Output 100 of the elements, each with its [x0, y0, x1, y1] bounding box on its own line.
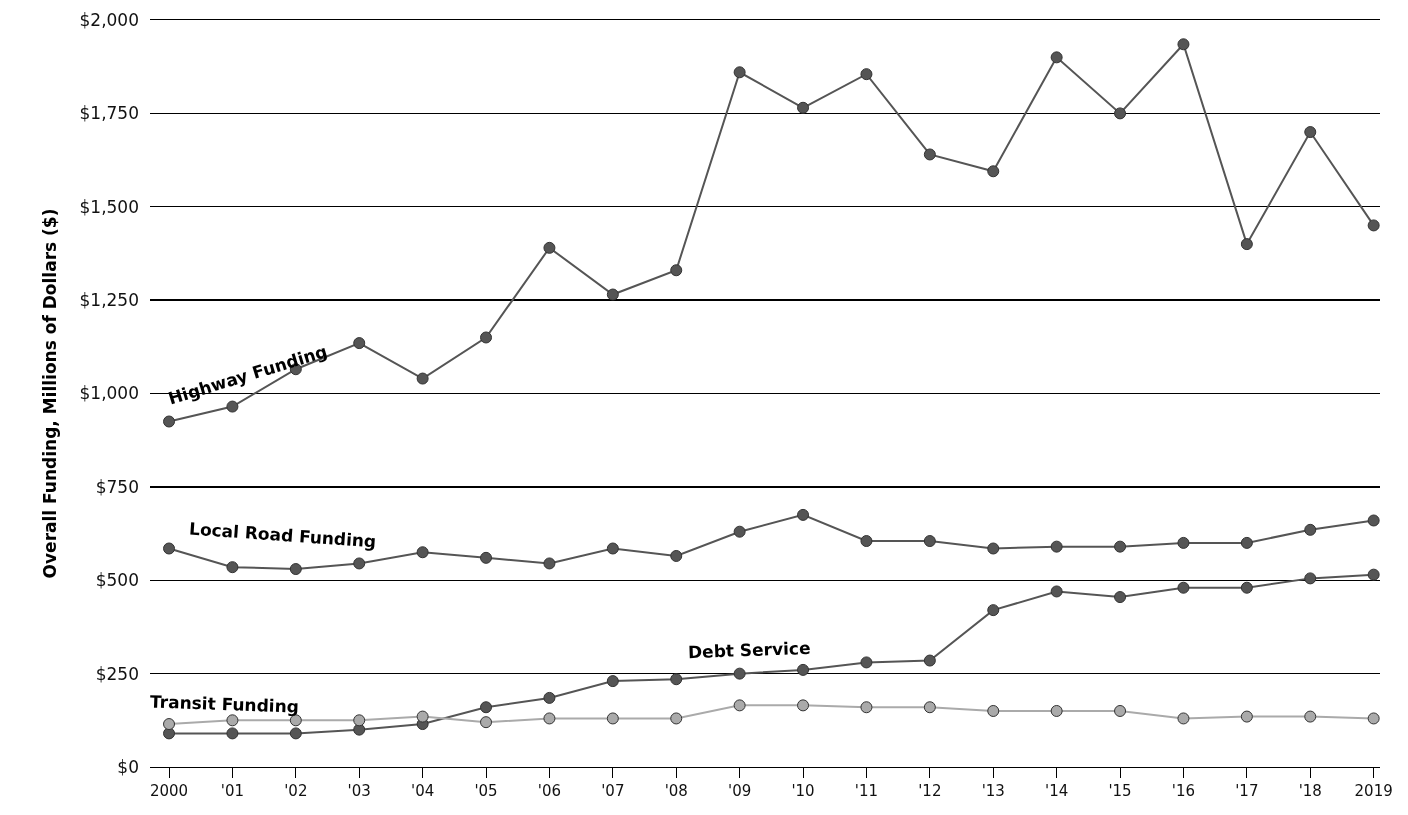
- y-tick-label: $1,000: [79, 383, 139, 404]
- point: [353, 557, 366, 570]
- point: [797, 663, 810, 676]
- point: [226, 561, 239, 574]
- point: [797, 699, 810, 712]
- point: [797, 508, 810, 521]
- x-tick-label: '06: [537, 782, 562, 801]
- series-label: Debt Service: [687, 637, 811, 663]
- y-tick-label: $250: [95, 663, 139, 684]
- point: [289, 563, 302, 576]
- y-tick-label: $2,000: [79, 9, 139, 30]
- point: [987, 704, 1000, 717]
- point: [1050, 585, 1063, 598]
- point: [1304, 710, 1317, 723]
- series-label: Transit Funding: [149, 691, 300, 717]
- point: [987, 165, 1000, 178]
- point: [670, 712, 683, 725]
- series-label: Local Road Funding: [188, 518, 377, 552]
- x-tick-label: '12: [918, 782, 942, 801]
- point: [1367, 514, 1380, 527]
- point: [163, 415, 176, 428]
- point: [923, 148, 936, 161]
- point: [606, 542, 619, 555]
- point: [353, 337, 366, 350]
- point: [670, 549, 683, 562]
- point: [416, 372, 429, 385]
- x-tick-label: 2019: [1354, 782, 1393, 801]
- x-tick-label: '05: [474, 782, 498, 801]
- point: [860, 68, 873, 81]
- point: [1240, 536, 1253, 549]
- point: [480, 716, 493, 729]
- point: [226, 727, 239, 740]
- x-tick-label: '01: [220, 782, 245, 801]
- x-tick-label: '16: [1171, 782, 1196, 801]
- point: [289, 727, 302, 740]
- point: [1367, 712, 1380, 725]
- y-tick-label: $1,750: [79, 103, 139, 124]
- point: [797, 101, 810, 114]
- point: [163, 718, 176, 731]
- x-tick-label: '03: [347, 782, 371, 801]
- point: [1177, 38, 1190, 51]
- point: [480, 701, 493, 714]
- point: [1050, 540, 1063, 553]
- x-tick-label: 2000: [149, 782, 189, 801]
- point: [1367, 568, 1380, 581]
- y-axis-title: Overall Funding, Millions of Dollars ($): [40, 208, 61, 579]
- point: [416, 546, 429, 559]
- point: [1050, 704, 1063, 717]
- x-tick-label: '09: [728, 782, 752, 801]
- x-tick-label: '07: [601, 782, 625, 801]
- point: [1177, 581, 1190, 594]
- point: [163, 542, 176, 555]
- x-tick-label: '18: [1298, 782, 1322, 801]
- point: [1114, 107, 1127, 120]
- point: [1304, 126, 1317, 139]
- point: [733, 66, 746, 79]
- point: [923, 535, 936, 548]
- point: [923, 654, 936, 667]
- point: [1304, 572, 1317, 585]
- point: [1050, 51, 1063, 64]
- point: [733, 525, 746, 538]
- point: [606, 712, 619, 725]
- x-tick-label: '02: [284, 782, 308, 801]
- point: [1177, 536, 1190, 549]
- x-tick-label: '14: [1045, 782, 1069, 801]
- point: [670, 264, 683, 277]
- y-tick-label: $750: [95, 476, 139, 497]
- point: [606, 288, 619, 301]
- point: [543, 691, 556, 704]
- point: [987, 604, 1000, 617]
- point: [860, 701, 873, 714]
- y-tick-label: $500: [95, 570, 139, 591]
- point: [1114, 540, 1127, 553]
- point: [416, 710, 429, 723]
- point: [1240, 710, 1253, 723]
- point: [606, 675, 619, 688]
- point: [860, 656, 873, 669]
- x-tick-label: '10: [791, 782, 815, 801]
- x-tick-label: '11: [854, 782, 879, 801]
- point: [543, 557, 556, 570]
- point: [733, 667, 746, 680]
- point: [1114, 591, 1127, 604]
- point: [353, 714, 366, 727]
- point: [1304, 523, 1317, 536]
- point: [733, 699, 746, 712]
- y-tick-label: $0: [117, 756, 139, 777]
- x-tick-label: '15: [1108, 782, 1132, 801]
- point: [860, 535, 873, 548]
- x-tick-label: '13: [981, 782, 1005, 801]
- x-tick-label: '08: [664, 782, 688, 801]
- x-tick-label: '04: [411, 782, 435, 801]
- x-tick-label: '17: [1235, 782, 1259, 801]
- point: [1240, 581, 1253, 594]
- point: [1114, 704, 1127, 717]
- point: [1240, 238, 1253, 251]
- point: [670, 673, 683, 686]
- point: [923, 701, 936, 714]
- y-tick-label: $1,250: [79, 290, 139, 311]
- point: [1177, 712, 1190, 725]
- point: [480, 331, 493, 344]
